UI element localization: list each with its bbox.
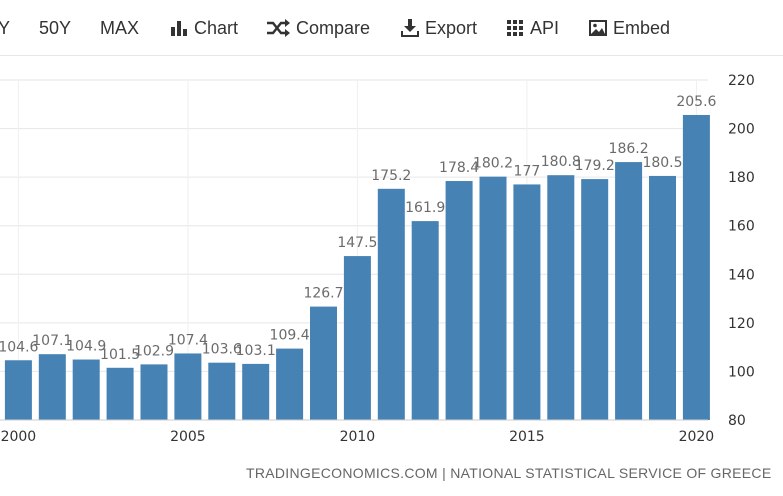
- range-button-y[interactable]: Y: [0, 16, 10, 40]
- bar: [106, 367, 134, 420]
- data-label: 107.4: [168, 332, 208, 348]
- download-icon: [401, 19, 419, 37]
- chart-button[interactable]: Chart: [170, 16, 238, 40]
- bar: [547, 175, 575, 420]
- bar: [208, 362, 236, 420]
- data-label: 180.5: [642, 155, 682, 171]
- toolbar: Y 50Y MAX Chart Compare Export: [0, 0, 783, 56]
- data-label: 104.9: [66, 339, 106, 355]
- shuffle-icon: [267, 19, 290, 37]
- y-tick-label: 220: [728, 73, 755, 89]
- export-button[interactable]: Export: [401, 16, 477, 40]
- bar: [615, 162, 643, 421]
- bar: [310, 306, 337, 420]
- bar: [276, 348, 304, 420]
- bar: [649, 175, 676, 420]
- y-tick-label: 80: [728, 413, 746, 429]
- bar: [174, 353, 202, 420]
- bar-chart-icon: [171, 21, 187, 36]
- x-tick-label: 2010: [340, 429, 376, 445]
- y-tick-label: 140: [728, 267, 755, 283]
- data-label: 101.5: [100, 347, 140, 363]
- bar: [4, 360, 32, 420]
- range-button-50y[interactable]: 50Y: [39, 16, 71, 40]
- data-label: 147.5: [337, 235, 377, 251]
- compare-button[interactable]: Compare: [266, 16, 370, 40]
- range-label: 50Y: [39, 18, 72, 38]
- range-label: MAX: [100, 18, 140, 38]
- bar-chart: 80 100 120 140 160 180 200 220 2000 2005 2010 2015 2…: [0, 73, 755, 445]
- bar: [411, 221, 439, 420]
- range-button-max[interactable]: MAX: [100, 16, 139, 40]
- compare-label: Compare: [296, 18, 371, 38]
- grid-icon: [507, 20, 523, 36]
- y-tick-label: 180: [728, 170, 755, 186]
- api-button[interactable]: API: [506, 16, 559, 40]
- data-label: 102.9: [134, 343, 174, 359]
- data-label: 126.7: [303, 286, 343, 302]
- x-tick-label: 2005: [170, 429, 206, 445]
- data-label: 103.6: [202, 342, 242, 358]
- export-label: Export: [425, 18, 478, 38]
- bar: [445, 181, 473, 420]
- data-label: 177: [514, 163, 541, 179]
- data-label: 180.2: [473, 156, 513, 172]
- bar: [343, 256, 371, 420]
- api-label: API: [530, 18, 560, 38]
- bar: [581, 179, 609, 420]
- y-tick-label: 160: [728, 219, 755, 235]
- embed-label: Embed: [613, 18, 671, 38]
- bar: [513, 184, 541, 420]
- bar: [479, 176, 507, 420]
- data-label: 175.2: [371, 168, 411, 184]
- data-label: 104.6: [0, 339, 39, 355]
- source-attribution: TRADINGECONOMICS.COM | NATIONAL STATISTI…: [246, 465, 772, 481]
- data-label: 205.6: [676, 94, 716, 110]
- data-label: 103.1: [236, 343, 276, 359]
- bar: [38, 354, 66, 420]
- data-label: 178.4: [439, 160, 479, 176]
- data-label: 161.9: [405, 200, 445, 216]
- data-label: 186.2: [609, 141, 649, 157]
- chart-area: 80 100 120 140 160 180 200 220 2000 2005 2010 2015 2…: [0, 56, 783, 456]
- bar: [377, 188, 405, 420]
- y-tick-label: 200: [728, 122, 755, 138]
- data-label: 179.2: [575, 158, 615, 174]
- range-label: Y: [0, 18, 11, 38]
- bar: [242, 363, 270, 420]
- bar: [72, 359, 100, 420]
- bar: [140, 364, 168, 420]
- chart-label: Chart: [194, 18, 239, 38]
- x-tick-label: 2000: [1, 429, 37, 445]
- data-label: 109.4: [270, 328, 310, 344]
- bar: [682, 114, 710, 420]
- y-tick-label: 100: [728, 364, 755, 380]
- x-tick-label: 2020: [679, 429, 715, 445]
- x-tick-label: 2015: [509, 429, 545, 445]
- y-tick-label: 120: [728, 316, 755, 332]
- data-label: 180.8: [541, 154, 581, 170]
- image-icon: [589, 20, 607, 36]
- data-label: 107.1: [32, 333, 72, 349]
- embed-button[interactable]: Embed: [589, 16, 670, 40]
